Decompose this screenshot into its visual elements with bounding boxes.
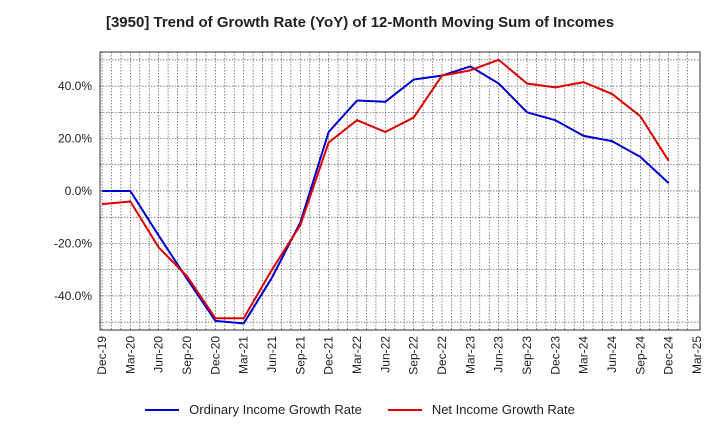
y-tick-label: -40.0% — [54, 289, 92, 303]
y-tick-label: 20.0% — [58, 132, 92, 146]
legend-label-net-income: Net Income Growth Rate — [431, 402, 575, 417]
x-tick-label: Jun-21 — [265, 336, 279, 373]
x-tick-label: Dec-20 — [208, 336, 222, 375]
y-tick-label: 0.0% — [65, 184, 93, 198]
x-tick-label: Dec-21 — [322, 336, 336, 375]
x-tick-label: Mar-22 — [350, 336, 364, 374]
y-tick-label: 40.0% — [58, 79, 92, 93]
x-tick-label: Sep-23 — [520, 336, 534, 375]
legend-item-ordinary-income: Ordinary Income Growth Rate — [145, 402, 362, 417]
legend-label-ordinary-income: Ordinary Income Growth Rate — [189, 402, 362, 417]
plot-frame — [99, 51, 701, 331]
x-tick-label: Mar-21 — [237, 336, 251, 374]
legend-swatch-net-income — [387, 408, 422, 411]
x-tick-label: Dec-22 — [435, 336, 449, 375]
series-line-ordinary-income — [102, 65, 670, 325]
x-tick-label: Jun-20 — [152, 336, 166, 373]
y-axis-ticks: -40.0% -20.0% 0.0% 20.0% 40.0% — [54, 79, 92, 303]
x-tick-label: Dec-19 — [95, 336, 109, 375]
legend: Ordinary Income Growth Rate Net Income G… — [0, 402, 720, 417]
x-tick-label: Dec-23 — [548, 336, 562, 375]
x-tick-label: Mar-25 — [690, 336, 704, 374]
x-tick-label: Sep-21 — [293, 336, 307, 375]
x-tick-label: Mar-24 — [577, 336, 591, 374]
series-line-net-income — [101, 58, 670, 320]
x-tick-label: Jun-22 — [378, 336, 392, 373]
x-axis-ticks: Dec-19 Mar-20 Jun-20 Sep-20 Dec-20 Mar-21 Jun-… — [95, 336, 704, 375]
series — [101, 58, 670, 325]
chart-title: [3950] Trend of Growth Rate (YoY) of 12-… — [105, 14, 615, 31]
legend-item-net-income: Net Income Growth Rate — [387, 402, 575, 417]
x-tick-label: Mar-20 — [123, 336, 137, 374]
x-tick-label: Jun-24 — [605, 336, 619, 373]
x-tick-label: Mar-23 — [463, 336, 477, 374]
x-tick-label: Sep-22 — [407, 336, 421, 375]
x-tick-label: Sep-20 — [180, 336, 194, 375]
x-tick-label: Dec-24 — [662, 336, 676, 375]
x-tick-label: Jun-23 — [492, 336, 506, 373]
y-tick-label: -20.0% — [54, 236, 92, 250]
legend-swatch-ordinary-income — [145, 408, 180, 411]
x-tick-label: Sep-24 — [633, 336, 647, 375]
